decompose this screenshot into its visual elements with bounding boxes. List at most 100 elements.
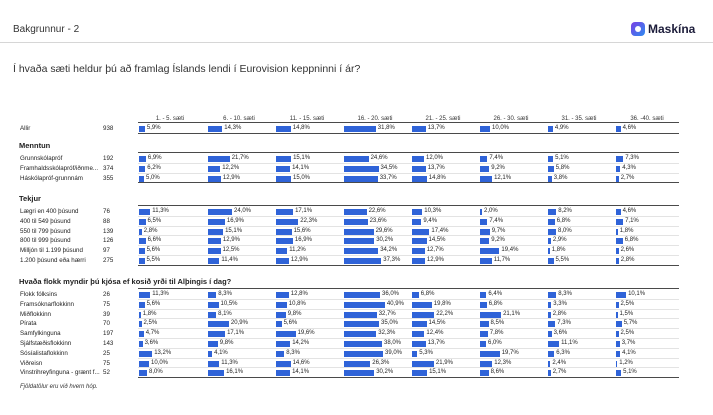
value-label: 6,3% (556, 349, 570, 356)
value-bar (616, 341, 620, 347)
data-cell: 12,9% (208, 237, 270, 245)
column-header: 1. - 5. sæti (155, 116, 185, 122)
value-bar (208, 165, 221, 172)
value-bar (412, 258, 425, 264)
data-cell: 22,3% (276, 218, 338, 225)
row-label: Sósíalistaflokkinn (20, 349, 68, 357)
data-cell: 2,7% (548, 369, 610, 377)
value-label: 3,6% (144, 340, 159, 346)
value-bar (344, 301, 385, 308)
value-label: 8,1% (218, 310, 232, 317)
row-label: Milljón til 1.199 þúsund (20, 247, 83, 255)
value-label: 16,9% (294, 237, 312, 244)
value-bar (548, 238, 551, 245)
value-bar (139, 350, 153, 357)
value-bar (344, 341, 382, 347)
value-label: 2,8% (143, 227, 158, 234)
value-label: 5,6% (146, 300, 161, 307)
value-label: 19,8% (433, 300, 451, 307)
value-bar (276, 292, 289, 298)
row-count: 197 (103, 330, 114, 338)
data-cell: 40,9% (344, 301, 406, 308)
data-cell: 5,0% (139, 174, 201, 182)
value-bar (276, 321, 282, 328)
value-bar (480, 126, 490, 132)
row-count: 139 (103, 227, 114, 235)
data-cell: 14,6% (276, 360, 338, 367)
value-label: 16,1% (226, 369, 244, 376)
value-label: 12,9% (290, 257, 308, 263)
data-cell: 22,2% (412, 311, 474, 318)
value-bar (344, 370, 375, 377)
value-label: 5,0% (146, 174, 160, 181)
data-cell: 31,8% (344, 125, 406, 132)
value-label: 11,3% (152, 291, 169, 297)
value-label: 7,4% (489, 155, 504, 161)
data-cell: 5,9% (139, 125, 201, 132)
value-bar (208, 209, 232, 215)
value-bar (276, 301, 287, 308)
value-label: 11,2% (289, 247, 306, 254)
data-cell: 12,8% (276, 291, 338, 298)
data-cell: 1,8% (548, 247, 610, 255)
row-label: Framsóknarflokkinn (20, 300, 74, 308)
value-label: 12,8% (290, 291, 308, 297)
data-cell: 19,8% (412, 300, 474, 308)
group-top-rule (138, 288, 679, 289)
value-bar (276, 311, 286, 318)
value-bar (412, 248, 425, 255)
value-label: 10,5% (220, 300, 238, 307)
value-label: 9,2% (491, 164, 505, 171)
row-count: 938 (103, 125, 114, 132)
value-label: 5,6% (283, 320, 298, 327)
value-label: 11,4% (221, 257, 238, 263)
value-bar (412, 218, 422, 225)
value-label: 19,7% (501, 349, 519, 356)
value-label: 6,8% (624, 237, 639, 244)
row-rule (138, 215, 679, 217)
row-rule (138, 255, 679, 256)
value-bar (412, 292, 419, 298)
value-label: 12,9% (222, 237, 240, 244)
data-cell: 2,7% (616, 175, 678, 182)
value-bar (548, 175, 552, 182)
value-label: 32,7% (378, 310, 396, 317)
value-bar (344, 331, 377, 338)
value-bar (616, 311, 618, 318)
data-cell: 29,6% (344, 228, 406, 235)
value-label: 4,9% (554, 125, 569, 131)
value-bar (139, 238, 146, 245)
data-cell: 6,4% (480, 291, 542, 298)
value-label: 11,3% (221, 359, 238, 366)
data-cell: 3,3% (548, 301, 610, 308)
value-bar (344, 311, 377, 318)
data-cell: 26,3% (344, 360, 406, 367)
value-bar (344, 126, 376, 132)
value-bar (276, 228, 292, 235)
value-label: 14,8% (292, 125, 310, 131)
row-count: 143 (103, 340, 114, 347)
data-cell: 12,3% (480, 360, 542, 367)
data-cell: 5,3% (412, 350, 474, 357)
value-label: 6,5% (147, 217, 162, 224)
row-count: 25 (103, 349, 110, 357)
data-cell: 2,5% (616, 330, 678, 338)
data-cell: 34,5% (344, 165, 406, 172)
data-cell: 1,5% (616, 311, 678, 318)
value-bar (412, 238, 427, 245)
data-cell: 30,2% (344, 369, 406, 377)
value-bar (616, 321, 622, 328)
value-bar (548, 292, 557, 298)
column-header: 21. - 25. sæti (425, 116, 461, 122)
value-bar (208, 218, 225, 225)
data-cell: 6,2% (139, 165, 201, 172)
value-label: 2,5% (620, 300, 635, 307)
value-bar (480, 165, 490, 172)
value-label: 30,2% (376, 369, 394, 376)
value-label: 19,6% (297, 330, 315, 337)
data-cell: 21,9% (412, 360, 474, 367)
data-cell: 5,7% (616, 320, 678, 328)
data-cell: 7,3% (616, 155, 678, 162)
value-bar (139, 292, 151, 298)
value-label: 14,3% (224, 125, 242, 131)
